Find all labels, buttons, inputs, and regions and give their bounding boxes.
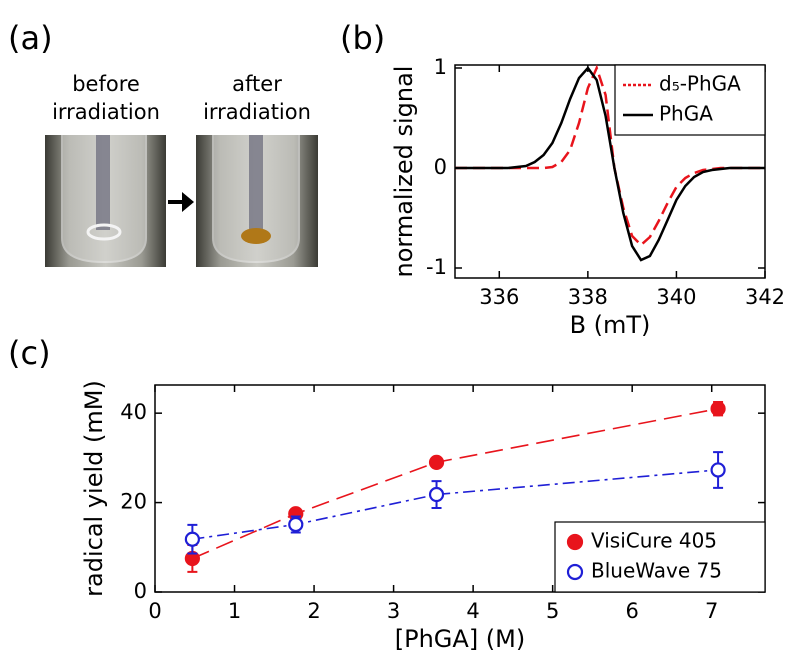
caption: irradiation: [203, 100, 311, 124]
photo-after: [196, 135, 318, 267]
marker: [184, 531, 200, 547]
y-tick-label: 1: [434, 55, 447, 79]
legend-label: VisiCure 405: [591, 529, 717, 553]
marker: [710, 462, 726, 478]
y-axis-label: radical yield (mM): [80, 380, 108, 597]
plot-frame: [454, 64, 766, 279]
arrow: [168, 192, 194, 212]
y-tick-label: 40: [120, 400, 147, 424]
legend-box: [554, 521, 766, 593]
y-tick-label: 0: [434, 155, 447, 179]
panel-label: (a): [8, 19, 53, 57]
caption: before: [72, 72, 140, 96]
x-tick-label: 342: [745, 285, 785, 309]
x-tick-label: 336: [479, 285, 519, 309]
caption: irradiation: [52, 100, 160, 124]
marker: [288, 516, 304, 533]
x-tick-label: 1: [228, 599, 241, 623]
legend-label: BlueWave 75: [591, 559, 722, 583]
x-tick-label: 3: [387, 599, 400, 623]
legend-label: d₅-PhGA: [659, 72, 741, 96]
caption: after: [232, 72, 282, 96]
y-tick-label: 0: [134, 579, 147, 603]
x-tick-label: 7: [705, 599, 718, 623]
y-tick-label: -1: [426, 255, 447, 279]
line: [455, 66, 765, 262]
x-tick-label: 340: [656, 285, 696, 309]
legend-label: PhGA: [659, 102, 713, 126]
x-tick-label: 2: [307, 599, 320, 623]
x-tick-label: 0: [148, 599, 161, 623]
x-axis-label: [PhGA] (M): [395, 625, 526, 653]
marker: [428, 454, 445, 470]
y-axis-label: normalized signal: [390, 66, 418, 278]
x-tick-label: 6: [625, 599, 638, 623]
x-tick-label: 338: [568, 285, 608, 309]
panel-label: (b): [340, 19, 385, 57]
x-tick-label: 4: [466, 599, 479, 623]
x-axis-label: B (mT): [570, 311, 651, 339]
legend-box: [614, 64, 766, 136]
marker: [428, 486, 445, 503]
x-tick-label: 5: [546, 599, 559, 623]
marker: [710, 401, 726, 417]
photo-before: [45, 135, 166, 267]
panel-label: (c): [8, 334, 51, 372]
plot-frame: [154, 384, 766, 593]
legend-swatch: [566, 563, 584, 581]
connector: [192, 407, 719, 560]
y-tick-label: 20: [120, 490, 147, 514]
legend-swatch: [566, 533, 584, 551]
connector: [192, 469, 719, 540]
